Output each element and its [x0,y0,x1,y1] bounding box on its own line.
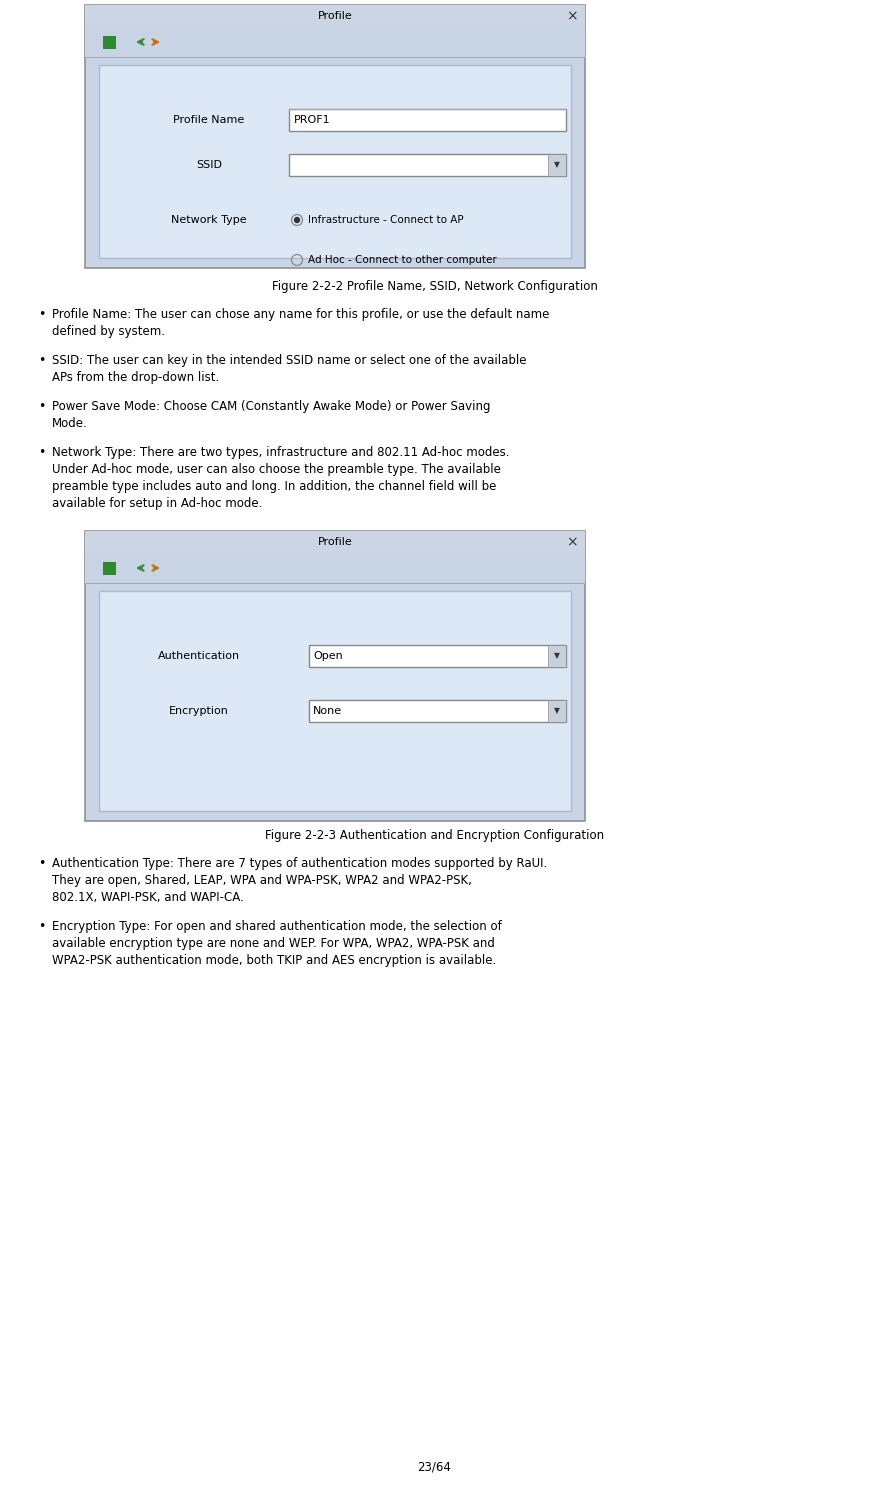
FancyBboxPatch shape [289,155,566,175]
Text: ▼: ▼ [554,161,560,170]
Text: APs from the drop-down list.: APs from the drop-down list. [52,370,219,384]
Text: •: • [38,920,45,932]
Text: They are open, Shared, LEAP, WPA and WPA-PSK, WPA2 and WPA2-PSK,: They are open, Shared, LEAP, WPA and WPA… [52,874,472,888]
Text: Network Type: Network Type [171,216,247,225]
FancyBboxPatch shape [103,36,116,49]
Text: Figure 2-2-3 Authentication and Encryption Configuration: Figure 2-2-3 Authentication and Encrypti… [265,828,604,842]
FancyBboxPatch shape [85,531,585,821]
Text: Power Save Mode: Choose CAM (Constantly Awake Mode) or Power Saving: Power Save Mode: Choose CAM (Constantly … [52,400,490,413]
Text: SSID: SSID [196,161,222,170]
Text: Network Type: There are two types, infrastructure and 802.11 Ad-hoc modes.: Network Type: There are two types, infra… [52,446,509,459]
Text: Profile: Profile [318,10,352,21]
Text: available for setup in Ad-hoc mode.: available for setup in Ad-hoc mode. [52,497,262,510]
Text: Authentication: Authentication [158,651,240,662]
Text: •: • [38,857,45,870]
Text: Under Ad-hoc mode, user can also choose the preamble type. The available: Under Ad-hoc mode, user can also choose … [52,462,501,476]
FancyBboxPatch shape [85,27,585,57]
Circle shape [295,217,300,223]
Text: •: • [38,308,45,321]
Text: Encryption Type: For open and shared authentication mode, the selection of: Encryption Type: For open and shared aut… [52,920,501,932]
Text: •: • [38,446,45,459]
Text: Authentication Type: There are 7 types of authentication modes supported by RaUI: Authentication Type: There are 7 types o… [52,857,547,870]
FancyBboxPatch shape [99,590,571,810]
Text: Mode.: Mode. [52,416,88,430]
Text: Encryption: Encryption [169,706,229,717]
FancyBboxPatch shape [548,155,566,175]
FancyBboxPatch shape [548,645,566,668]
Text: Ad Hoc - Connect to other computer: Ad Hoc - Connect to other computer [308,254,496,265]
Text: ×: × [567,535,578,549]
Text: 23/64: 23/64 [418,1460,451,1474]
FancyBboxPatch shape [85,531,585,553]
Text: ×: × [567,9,578,22]
FancyBboxPatch shape [309,700,566,723]
FancyBboxPatch shape [85,4,585,27]
Text: WPA2-PSK authentication mode, both TKIP and AES encryption is available.: WPA2-PSK authentication mode, both TKIP … [52,955,496,967]
Text: Open: Open [313,651,342,662]
Text: available encryption type are none and WEP. For WPA, WPA2, WPA-PSK and: available encryption type are none and W… [52,937,494,950]
FancyBboxPatch shape [103,562,116,575]
Text: preamble type includes auto and long. In addition, the channel field will be: preamble type includes auto and long. In… [52,480,496,494]
Text: ▼: ▼ [554,706,560,715]
Text: defined by system.: defined by system. [52,326,165,338]
Text: •: • [38,354,45,367]
Text: SSID: The user can key in the intended SSID name or select one of the available: SSID: The user can key in the intended S… [52,354,527,367]
Text: Profile Name: Profile Name [174,114,245,125]
FancyBboxPatch shape [548,700,566,723]
FancyBboxPatch shape [99,65,571,259]
FancyBboxPatch shape [85,4,585,268]
Text: None: None [313,706,342,717]
Text: PROF1: PROF1 [294,114,330,125]
Text: Profile Name: The user can chose any name for this profile, or use the default n: Profile Name: The user can chose any nam… [52,308,549,321]
Text: Infrastructure - Connect to AP: Infrastructure - Connect to AP [308,216,463,225]
Text: 802.1X, WAPI-PSK, and WAPI-CA.: 802.1X, WAPI-PSK, and WAPI-CA. [52,891,243,904]
Text: Figure 2-2-2 Profile Name, SSID, Network Configuration: Figure 2-2-2 Profile Name, SSID, Network… [271,280,598,293]
Text: Profile: Profile [318,537,352,547]
Text: •: • [38,400,45,413]
Text: ▼: ▼ [554,651,560,660]
FancyBboxPatch shape [309,645,566,668]
FancyBboxPatch shape [85,553,585,583]
FancyBboxPatch shape [289,109,566,131]
